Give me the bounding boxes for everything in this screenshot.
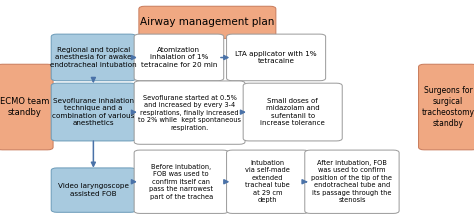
Text: Video laryngoscope
assisted FOB: Video laryngoscope assisted FOB (58, 183, 129, 197)
Text: Atomization
inhalation of 1%
tetracaine for 20 min: Atomization inhalation of 1% tetracaine … (141, 47, 217, 68)
Text: Surgeons for
surgical
tracheostomy
standby: Surgeons for surgical tracheostomy stand… (421, 86, 474, 128)
Text: LTA applicator with 1%
tetracaine: LTA applicator with 1% tetracaine (235, 51, 317, 64)
Text: Before intubation,
FOB was used to
confirm itself can
pass the narrowest
part of: Before intubation, FOB was used to confi… (149, 164, 213, 200)
Text: Intubation
via self-made
extended
tracheal tube
at 29 cm
depth: Intubation via self-made extended trache… (246, 160, 290, 204)
FancyBboxPatch shape (0, 64, 53, 150)
FancyBboxPatch shape (227, 150, 309, 213)
Text: Airway management plan: Airway management plan (140, 17, 274, 27)
FancyBboxPatch shape (227, 34, 326, 81)
Text: Sevoflurane started at 0.5%
and increased by every 3-4
respirations, finally inc: Sevoflurane started at 0.5% and increase… (138, 95, 241, 131)
FancyBboxPatch shape (305, 150, 399, 213)
Text: Regional and topical
anesthesia for awake
endotracheal intubation: Regional and topical anesthesia for awak… (50, 47, 137, 68)
FancyBboxPatch shape (139, 6, 276, 38)
FancyBboxPatch shape (134, 34, 224, 81)
Text: After intubation, FOB
was used to confirm
position of the tip of the
endotrachea: After intubation, FOB was used to confir… (311, 160, 392, 204)
FancyBboxPatch shape (134, 150, 228, 213)
Text: ECMO team
standby: ECMO team standby (0, 97, 50, 117)
FancyBboxPatch shape (51, 168, 136, 212)
FancyBboxPatch shape (243, 83, 342, 141)
FancyBboxPatch shape (134, 81, 245, 144)
Text: Small doses of
midazolam and
sufentanil to
increase tolerance: Small doses of midazolam and sufentanil … (260, 98, 325, 126)
FancyBboxPatch shape (51, 83, 136, 141)
Text: Sevoflurane inhalation
technique and a
combination of various
anesthetics: Sevoflurane inhalation technique and a c… (53, 98, 135, 126)
FancyBboxPatch shape (51, 34, 136, 81)
FancyBboxPatch shape (419, 64, 474, 150)
